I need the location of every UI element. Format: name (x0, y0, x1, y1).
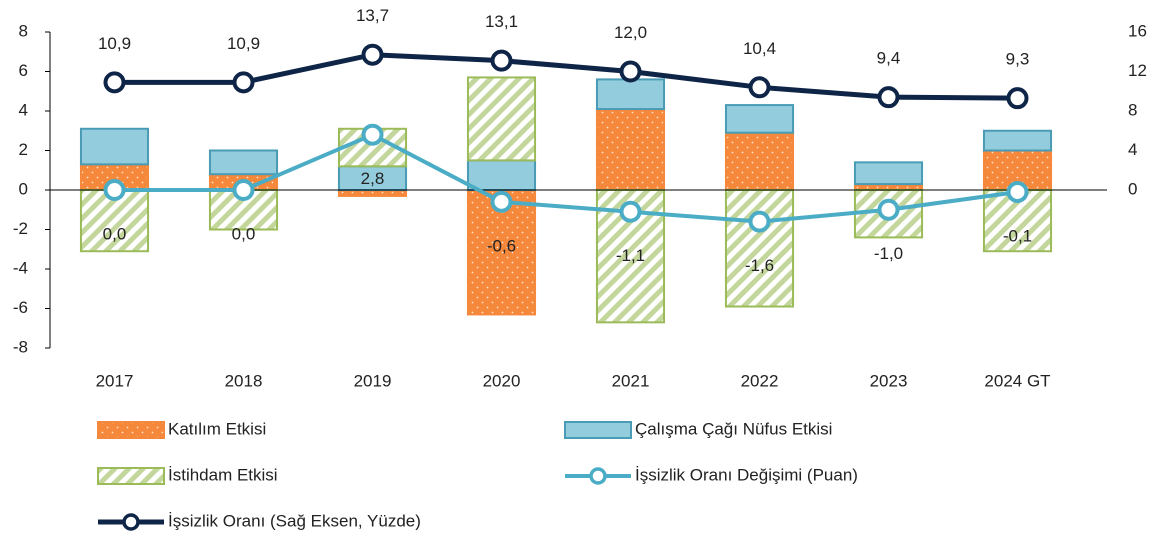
y2-tick-label: 8 (1128, 100, 1137, 119)
value-label: 13,7 (356, 6, 389, 25)
x-tick-label: 2020 (483, 371, 521, 390)
legend-swatch (97, 421, 165, 439)
value-label: 12,0 (614, 23, 647, 42)
point (361, 123, 384, 146)
value-label: 13,1 (485, 12, 518, 31)
bar (724, 131, 795, 192)
y2-tick-label: 16 (1128, 21, 1147, 40)
bar (466, 76, 537, 162)
bar (982, 129, 1053, 152)
x-tick-label: 2024 GT (984, 371, 1050, 390)
y-tick-label: 4 (19, 100, 28, 119)
legend-swatch (564, 421, 632, 439)
y-tick-label: 6 (19, 61, 28, 80)
point (232, 71, 255, 94)
legend-marker (589, 467, 607, 485)
point (361, 43, 384, 66)
point (490, 190, 513, 213)
y-tick-label: 2 (19, 140, 28, 159)
value-label: -0,1 (1003, 226, 1032, 245)
y2-tick-label: 4 (1128, 140, 1137, 159)
legend-label: Çalışma Çağı Nüfus Etkisi (635, 419, 832, 438)
y-tick-label: 0 (19, 179, 28, 198)
point (1006, 87, 1029, 110)
bar (724, 189, 795, 308)
point (103, 179, 126, 201)
legend-swatch (97, 467, 165, 485)
bar (724, 104, 795, 134)
bar (208, 149, 279, 176)
y-tick-label: -8 (13, 337, 28, 356)
point (748, 210, 771, 233)
value-label: -1,6 (745, 256, 774, 275)
legend-marker (122, 513, 140, 531)
value-label: 9,3 (1006, 50, 1030, 69)
bar (853, 161, 924, 186)
value-label: -1,0 (874, 244, 903, 263)
line (114, 132, 1018, 224)
x-tick-label: 2023 (870, 371, 908, 390)
legend-label: İşsizlik Oranı (Sağ Eksen, Yüzde) (168, 511, 421, 530)
y-tick-label: -2 (13, 219, 28, 238)
bar (982, 189, 1053, 253)
bar (595, 78, 666, 111)
point (619, 60, 642, 83)
y2-tick-label: 12 (1128, 61, 1147, 80)
point (877, 198, 900, 221)
value-label: 0,0 (232, 224, 256, 243)
value-label: 10,9 (98, 34, 131, 53)
value-label: 2,8 (361, 169, 385, 188)
x-tick-label: 2017 (96, 371, 134, 390)
value-label: -0,6 (487, 236, 516, 255)
y2-tick-label: 0 (1128, 179, 1137, 198)
value-label: 9,4 (877, 49, 901, 68)
legend-label: İstihdam Etkisi (168, 465, 278, 484)
point (232, 179, 255, 201)
x-tick-label: 2018 (225, 371, 263, 390)
point (619, 200, 642, 223)
y-tick-label: -4 (13, 258, 28, 277)
bar (595, 108, 666, 191)
point (490, 49, 513, 72)
value-label: 0,0 (103, 224, 127, 243)
line (114, 52, 1018, 101)
y-tick-label: -6 (13, 298, 28, 317)
x-tick-label: 2022 (741, 371, 779, 390)
point (877, 86, 900, 109)
x-tick-label: 2021 (612, 371, 650, 390)
x-tick-label: 2019 (354, 371, 392, 390)
value-label: 10,9 (227, 34, 260, 53)
point (748, 76, 771, 99)
y-tick-label: 8 (19, 21, 28, 40)
point (1006, 180, 1029, 203)
value-label: 10,4 (743, 39, 776, 58)
legend-label: Katılım Etkisi (168, 419, 266, 438)
bar (79, 127, 150, 166)
legend-label: İşsizlik Oranı Değişimi (Puan) (635, 465, 858, 484)
point (103, 71, 126, 94)
bar (466, 159, 537, 191)
value-label: -1,1 (616, 246, 645, 265)
